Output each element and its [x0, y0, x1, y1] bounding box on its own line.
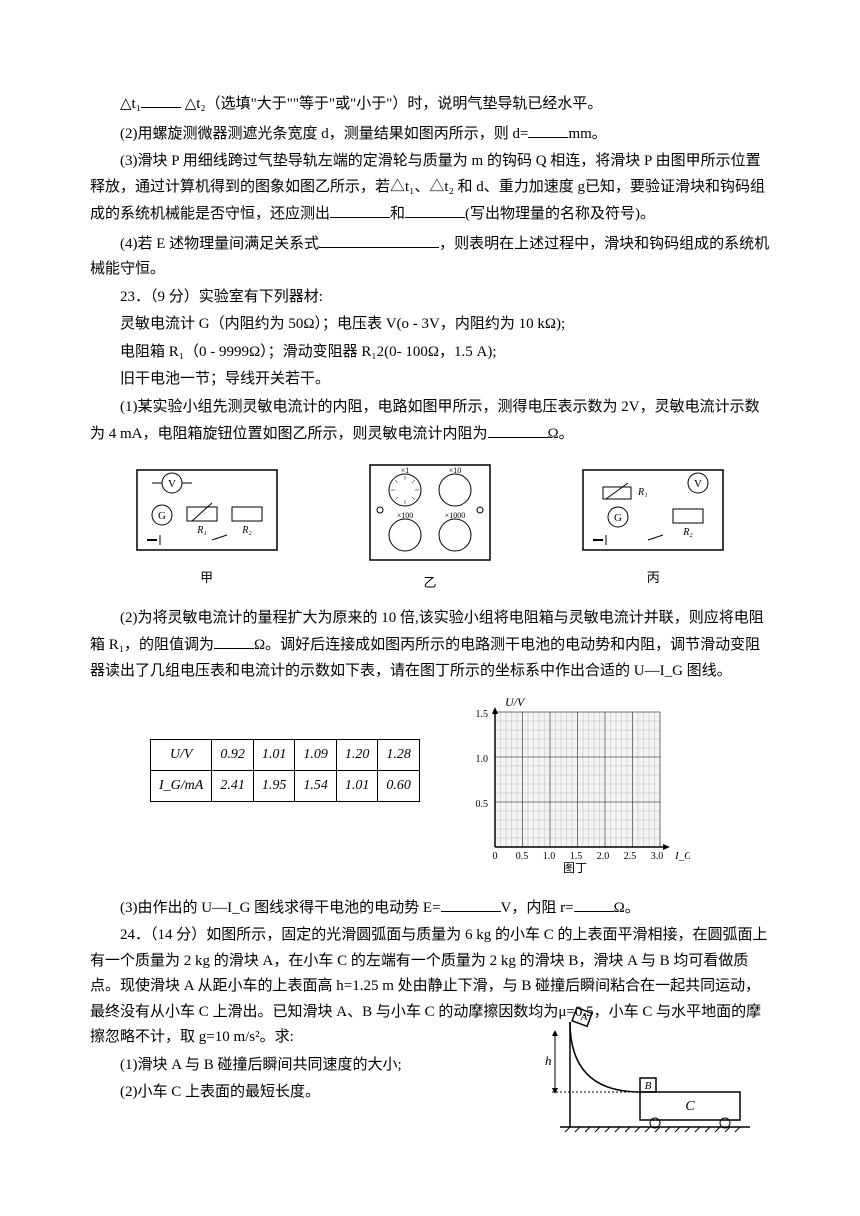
svg-text:G: G — [614, 512, 622, 524]
resistance-box-yi: ×1 ×10 ×100 ×1000 乙 — [365, 460, 495, 594]
question-2: (2)用螺旋测微器测遮光条宽度 d，测量结果如图丙所示，则 d=mm。 — [90, 120, 770, 148]
svg-text:I_G/mA: I_G/mA — [674, 850, 690, 862]
svg-text:×1000: ×1000 — [445, 511, 466, 520]
cell: 2.41 — [212, 770, 254, 801]
table-graph-row: U/V 0.92 1.01 1.09 1.20 1.28 I_G/mA 2.41… — [150, 694, 770, 884]
blank[interactable] — [488, 420, 548, 438]
svg-text:1.0: 1.0 — [543, 851, 556, 862]
cell: 1.09 — [295, 740, 337, 771]
question-3: (3)滑块 P 用细线跨过气垫导轨左端的定滑轮与质量为 m 的钩码 Q 相连，将… — [90, 149, 770, 228]
svg-text:V: V — [168, 478, 176, 490]
svg-text:B: B — [645, 1080, 652, 1092]
delta-t1: △t₁ — [120, 96, 141, 112]
svg-text:R₁: R₁ — [196, 525, 207, 536]
svg-text:2.5: 2.5 — [624, 851, 637, 862]
diagram-svg: C B A h — [540, 1002, 760, 1142]
blank[interactable] — [319, 230, 439, 248]
cell: U/V — [151, 740, 212, 771]
svg-text:×1: ×1 — [401, 466, 410, 475]
q23-title: 23．（9 分）实验室有下列器材: — [90, 285, 770, 311]
svg-text:1.0: 1.0 — [475, 754, 488, 765]
svg-text:A: A — [580, 1011, 588, 1023]
q23-1: (1)某实验小组先测灵敏电流计的内阻，电路如图甲所示，测得电压表示数为 2V，灵… — [90, 395, 770, 448]
svg-text:0: 0 — [492, 851, 497, 862]
blank[interactable] — [405, 200, 465, 218]
cell: 1.01 — [336, 770, 378, 801]
resistance-box-svg: ×1 ×10 ×100 ×1000 — [365, 460, 495, 570]
q23-3: (3)由作出的 U—I_G 图线求得干电池的电动势 E=V，内阻 r=Ω。 — [90, 894, 770, 922]
circuit-bing: V R₁ G R₂ 丙 — [578, 465, 728, 589]
caption-yi: 乙 — [365, 572, 495, 594]
svg-text:R₂: R₂ — [683, 527, 694, 538]
blank[interactable] — [330, 200, 390, 218]
svg-text:U/V: U/V — [505, 695, 526, 709]
svg-text:R₂: R₂ — [241, 525, 252, 536]
svg-text:1.5: 1.5 — [475, 709, 488, 720]
cell: 1.01 — [253, 740, 295, 771]
blank[interactable] — [574, 894, 614, 912]
svg-text:3.0: 3.0 — [651, 851, 664, 862]
svg-text:0.5: 0.5 — [475, 799, 488, 810]
caption-bing: 丙 — [578, 567, 728, 589]
cell: 1.28 — [378, 740, 420, 771]
cell: 1.95 — [253, 770, 295, 801]
q23-item-b: 电阻箱 R₁（0 - 9999Ω）；滑动变阻器 R₁2(0- 100Ω，1.5 … — [90, 340, 770, 366]
caption-jia: 甲 — [132, 567, 282, 589]
table-row: U/V 0.92 1.01 1.09 1.20 1.28 — [151, 740, 420, 771]
text: （选填"大于""等于"或"小于"）时，说明气垫导轨已经水平。 — [206, 96, 603, 112]
physics-diagram: C B A h — [540, 1002, 760, 1152]
circuit-jia: V G R₁ R₂ 甲 — [132, 465, 282, 589]
q23-item-a: 灵敏电流计 G（内阻约为 50Ω）；电压表 V(o - 3V，内阻约为 10 k… — [90, 312, 770, 338]
circuit-bing-svg: V R₁ G R₂ — [578, 465, 728, 565]
cell: 1.20 — [336, 740, 378, 771]
cell: 1.54 — [295, 770, 337, 801]
table-row: I_G/mA 2.41 1.95 1.54 1.01 0.60 — [151, 770, 420, 801]
svg-text:×10: ×10 — [449, 466, 462, 475]
graph-ding: U/V 0.5 1.0 1.5 0 0.5 1.0 1.5 2.0 2.5 3.… — [460, 694, 690, 884]
blank[interactable] — [141, 90, 181, 108]
svg-text:2.0: 2.0 — [597, 851, 610, 862]
delta-t2: △t₂ — [185, 96, 206, 112]
graph-svg: U/V 0.5 1.0 1.5 0 0.5 1.0 1.5 2.0 2.5 3.… — [460, 694, 690, 874]
question-4: (4)若 E 述物理量间满足关系式，则表明在上述过程中，滑块和钩码组成的系统机械… — [90, 230, 770, 283]
circuit-jia-svg: V G R₁ R₂ — [132, 465, 282, 565]
svg-text:C: C — [685, 1099, 695, 1114]
svg-text:0.5: 0.5 — [516, 851, 529, 862]
q23-2: (2)为将灵敏电流计的量程扩大为原来的 10 倍,该实验小组将电阻箱与灵敏电流计… — [90, 606, 770, 685]
blank[interactable] — [441, 894, 501, 912]
line-1: △t₁ △t₂（选填"大于""等于"或"小于"）时，说明气垫导轨已经水平。 — [90, 90, 770, 118]
cell: I_G/mA — [151, 770, 212, 801]
blank[interactable] — [214, 631, 254, 649]
svg-text:R₁: R₁ — [637, 487, 648, 498]
data-table: U/V 0.92 1.01 1.09 1.20 1.28 I_G/mA 2.41… — [150, 739, 420, 802]
svg-text:h: h — [545, 1053, 552, 1068]
circuit-diagrams-row: V G R₁ R₂ 甲 ×1 ×10 ×100 ×1000 — [90, 460, 770, 594]
cell: 0.60 — [378, 770, 420, 801]
q23-item-c: 旧干电池一节；导线开关若干。 — [90, 367, 770, 393]
svg-text:V: V — [694, 478, 702, 490]
svg-text:图丁: 图丁 — [563, 861, 587, 874]
svg-text:×100: ×100 — [397, 511, 414, 520]
blank[interactable] — [528, 120, 568, 138]
svg-text:G: G — [158, 510, 166, 522]
cell: 0.92 — [212, 740, 254, 771]
